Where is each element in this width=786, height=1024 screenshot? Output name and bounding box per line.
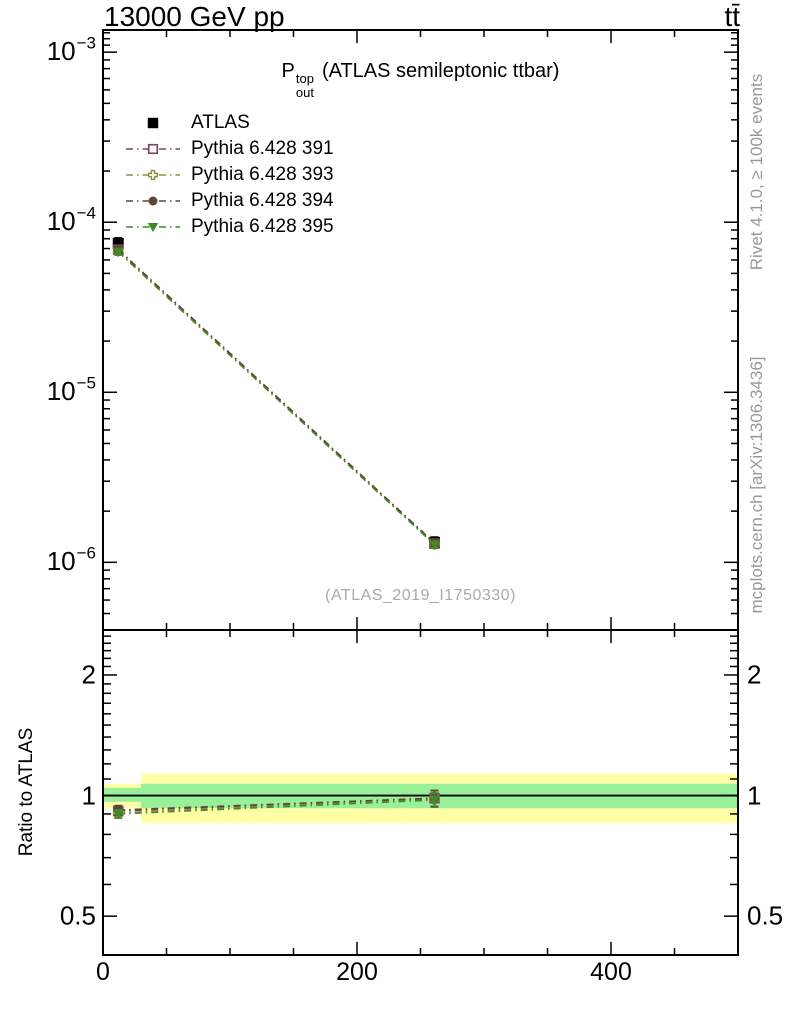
legend-item: Pythia 6.428 394	[124, 188, 334, 214]
marker-triangle-down-filled	[428, 540, 440, 551]
legend-label: Pythia 6.428 394	[191, 190, 334, 211]
series-line	[117, 249, 436, 544]
x-tick-label: 0	[96, 958, 110, 986]
marker-square-filled	[112, 237, 124, 249]
analysis-watermark: (ATLAS_2019_I1750330)	[325, 587, 516, 604]
legend-item: ATLAS	[124, 110, 334, 136]
marker-square-open	[147, 143, 159, 155]
observable-supsub: top out	[295, 70, 314, 101]
series-line	[118, 797, 435, 811]
legend-item: Pythia 6.428 391	[124, 136, 334, 162]
x-tick-label: 200	[336, 958, 378, 986]
marker-triangle-down-filled	[112, 809, 124, 820]
main-y-tick-label: 10−6	[46, 543, 96, 577]
ratio-y-tick-label-right: 2	[747, 659, 762, 690]
marker-triangle-down-filled	[147, 223, 159, 233]
legend-marker-sample	[126, 169, 180, 181]
process-title: tt̄	[724, 1, 740, 32]
observable-title-rest: (ATLAS semileptonic ttbar)	[321, 60, 560, 82]
legend-label: Pythia 6.428 395	[191, 216, 334, 237]
ratio-y-tick-label-left: 2	[81, 659, 96, 690]
ratio-y-tick-label-left: 0.5	[59, 900, 96, 931]
main-y-tick-label: 10−4	[46, 203, 96, 237]
marker-circle-filled	[148, 196, 158, 206]
legend-label: Pythia 6.428 393	[191, 164, 334, 185]
legend-marker-sample	[147, 117, 159, 129]
legend-label: Pythia 6.428 391	[191, 138, 334, 159]
observable-symbol: P	[281, 60, 295, 82]
marker-square-filled	[147, 117, 159, 129]
legend-marker-sample	[126, 223, 180, 233]
observable-superscript: top	[295, 70, 314, 86]
series-line	[118, 799, 435, 815]
main-y-tick-label: 10−3	[46, 33, 96, 67]
beam-energy-title: 13000 GeV pp	[104, 1, 285, 32]
x-tick-label: 400	[590, 958, 632, 986]
series-line	[118, 798, 435, 814]
legend-item: Pythia 6.428 393	[124, 162, 334, 188]
series-line	[117, 251, 436, 546]
mcplots-reference-note: mcplots.cern.ch [arXiv:1306.3436]	[747, 356, 766, 614]
legend-marker-sample	[126, 143, 180, 155]
legend-label: ATLAS	[191, 112, 250, 133]
main-y-tick-label: 10−5	[46, 373, 96, 407]
rivet-version-note: Rivet 4.1.0, ≥ 100k events	[747, 73, 766, 271]
ratio-y-tick-label-left: 1	[81, 780, 96, 811]
legend: ATLAS Pythia 6.428 391 Pythia 6.428 393 Pyt…	[124, 110, 334, 240]
observable-subscript: out	[295, 85, 314, 101]
marker-triangle-down-filled	[112, 247, 124, 258]
legend-item: Pythia 6.428 395	[124, 214, 334, 240]
legend-marker-sample	[126, 196, 180, 206]
marker-triangle-down-filled	[428, 795, 440, 806]
ratio-y-tick-label-right: 0.5	[747, 900, 784, 931]
marker-cross-open	[147, 169, 159, 181]
ratio-y-tick-label-right: 1	[747, 780, 762, 811]
